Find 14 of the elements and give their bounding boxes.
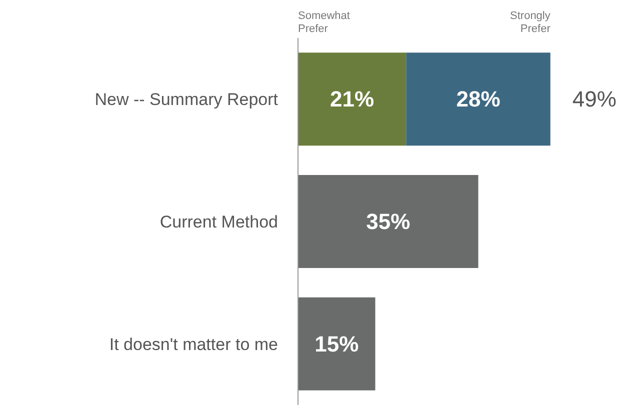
bar (298, 52, 406, 146)
data-label: 28% (456, 86, 500, 112)
y-tick-label: Current Method (160, 212, 278, 232)
bar (298, 175, 478, 268)
data-label: 15% (314, 331, 359, 356)
series-label: Somewhat Prefer (298, 10, 351, 36)
bar (406, 52, 550, 146)
total-label: 49% (572, 86, 616, 112)
bar (298, 297, 376, 390)
data-label: 21% (330, 86, 374, 112)
series-label: Strongly Prefer (509, 10, 550, 36)
y-tick-label: It doesn't matter to me (109, 334, 278, 354)
y-tick-label: New -- Summary Report (94, 90, 278, 110)
data-label: 35% (366, 209, 410, 234)
